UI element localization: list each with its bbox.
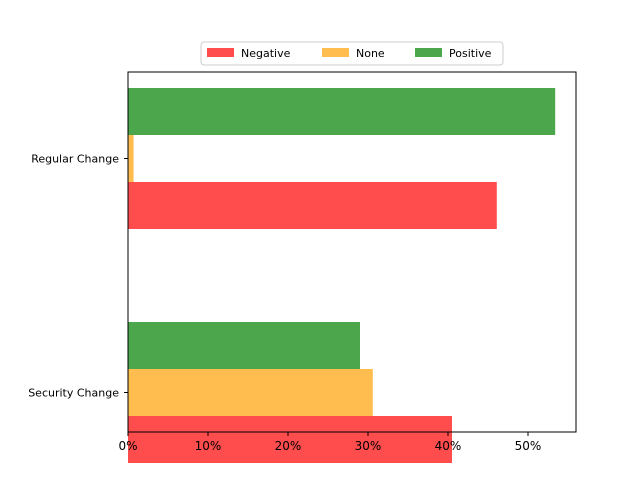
x-tick-label: 50% (515, 439, 542, 453)
bars-group (128, 88, 556, 463)
legend-swatch-positive (415, 48, 442, 57)
x-tick-label: 0% (118, 439, 137, 453)
bar-security-change-negative (128, 416, 452, 463)
x-tick-label: 20% (275, 439, 302, 453)
legend-swatch-none (322, 48, 349, 57)
x-tick-label: 10% (195, 439, 222, 453)
legend-label-negative: Negative (241, 47, 291, 60)
bar-security-change-none (128, 369, 373, 416)
legend-label-positive: Positive (449, 47, 492, 60)
y-category-label-regular-change: Regular Change (31, 153, 119, 166)
bar-security-change-positive (128, 322, 360, 369)
y-category-label-security-change: Security Change (28, 387, 119, 400)
plot-area-frame (127, 71, 577, 433)
bar-regular-change-negative (128, 182, 497, 229)
bar-regular-change-positive (128, 88, 556, 135)
x-tick-label: 40% (435, 439, 462, 453)
bar-regular-change-none (128, 135, 134, 182)
x-axis: 0% 10% 20% 30% 40% 50% (118, 432, 541, 453)
legend-label-none: None (356, 47, 385, 60)
x-tick-label: 30% (355, 439, 382, 453)
legend-swatch-negative (207, 48, 234, 57)
legend: Negative None Positive (200, 41, 504, 66)
legend-frame (200, 41, 504, 66)
y-axis: Security Change Regular Change (28, 153, 128, 400)
